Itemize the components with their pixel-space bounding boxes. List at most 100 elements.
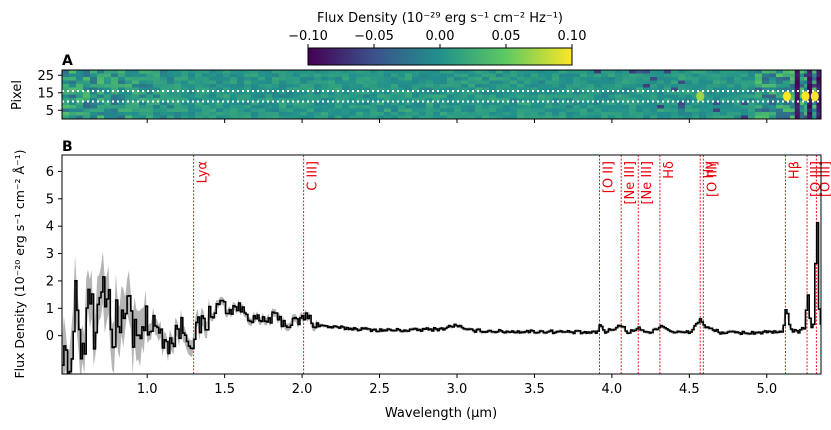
heatmap-cell (237, 101, 245, 106)
heatmap-cell (601, 94, 609, 99)
heatmap-cell (482, 94, 490, 99)
heatmap-cell (202, 101, 210, 106)
heatmap-cell (335, 84, 343, 88)
heatmap-cell (783, 80, 791, 85)
heatmap-cell (794, 94, 800, 99)
heatmap-cell (111, 94, 119, 99)
heatmap-cell (223, 108, 231, 113)
heatmap-cell (776, 98, 784, 102)
heatmap-cell (279, 112, 287, 116)
panel-b-xtick-label: 4.5 (679, 382, 700, 397)
heatmap-cell (216, 94, 224, 99)
heatmap-cell (762, 105, 770, 109)
heatmap-cell (314, 101, 322, 106)
heatmap-cell (209, 91, 217, 95)
heatmap-cell (517, 77, 525, 81)
heatmap-cell (727, 94, 735, 99)
heatmap-cell (496, 115, 504, 119)
heatmap-cell (356, 87, 364, 92)
heatmap-cell (230, 73, 238, 78)
heatmap-cell (412, 105, 420, 109)
heatmap-cell (216, 73, 224, 78)
heatmap-cell (594, 94, 602, 99)
heatmap-cell (461, 87, 469, 92)
heatmap-cell (755, 108, 763, 113)
heatmap-cell (426, 98, 434, 102)
heatmap-cell (776, 101, 784, 106)
heatmap-cell (370, 108, 378, 113)
heatmap-cell (160, 73, 168, 78)
heatmap-cell (475, 91, 483, 95)
heatmap-cell (104, 84, 112, 88)
heatmap-cell (622, 70, 630, 74)
heatmap-cell (300, 84, 308, 88)
heatmap-cell (391, 115, 399, 119)
heatmap-cell (237, 80, 245, 85)
heatmap-cell (62, 115, 70, 119)
heatmap-cell (748, 84, 756, 88)
heatmap-cell (664, 112, 672, 116)
heatmap-cell (727, 105, 735, 109)
heatmap-cell (384, 115, 392, 119)
heatmap-cell (426, 87, 434, 92)
heatmap-cell (174, 70, 182, 74)
heatmap-cell (755, 112, 763, 116)
heatmap-cell (727, 115, 735, 119)
heatmap-cell (685, 94, 693, 99)
heatmap-cell (706, 77, 714, 81)
heatmap-cell (671, 115, 679, 119)
heatmap-cell (167, 98, 175, 102)
heatmap-cell (720, 70, 728, 74)
heatmap-cell (475, 101, 483, 106)
heatmap-cell (90, 108, 98, 113)
heatmap-cell (769, 94, 777, 99)
heatmap-cell (153, 94, 161, 99)
heatmap-cell (496, 108, 504, 113)
heatmap-cell (524, 105, 532, 109)
heatmap-cell (552, 112, 560, 116)
panel-b-xtick-label: 1.5 (214, 382, 235, 397)
heatmap-cell (244, 80, 252, 85)
heatmap-cell (76, 98, 84, 102)
heatmap-cell (62, 73, 70, 78)
heatmap-cell (762, 80, 770, 85)
heatmap-cell (601, 73, 609, 78)
heatmap-cell (83, 77, 91, 81)
heatmap-cell (146, 108, 154, 113)
heatmap-cell (454, 112, 462, 116)
heatmap-cell (678, 84, 686, 88)
heatmap-cell (608, 105, 616, 109)
heatmap-cell (671, 91, 679, 95)
heatmap-cell (811, 108, 819, 113)
heatmap-cell (552, 98, 560, 102)
heatmap-cell (794, 73, 800, 78)
heatmap-cell (608, 91, 616, 95)
heatmap-cell (314, 105, 322, 109)
heatmap-cell (62, 77, 70, 81)
heatmap-cell (475, 94, 483, 99)
heatmap-cell (510, 80, 518, 85)
heatmap-cell (559, 94, 567, 99)
heatmap-cell (601, 101, 609, 106)
heatmap-cell (643, 80, 651, 85)
heatmap-cell (83, 87, 91, 92)
heatmap-cell (69, 80, 77, 85)
heatmap-cell (230, 87, 238, 92)
heatmap-cell (734, 94, 742, 99)
heatmap-cell (195, 91, 203, 95)
heatmap-cell (160, 108, 168, 113)
heatmap-cell (244, 70, 252, 74)
heatmap-cell (734, 112, 742, 116)
heatmap-cell (195, 70, 203, 74)
heatmap-cell (517, 98, 525, 102)
panel-a-ytick-label: 5 (46, 104, 54, 119)
heatmap-cell (489, 91, 497, 95)
heatmap-cell (727, 112, 735, 116)
heatmap-cell (363, 77, 371, 81)
heatmap-cell (83, 80, 91, 85)
heatmap-cell (447, 77, 455, 81)
heatmap-cell (90, 94, 98, 99)
heatmap-cell (643, 87, 651, 92)
heatmap-cell (587, 108, 595, 113)
heatmap-cell (391, 108, 399, 113)
